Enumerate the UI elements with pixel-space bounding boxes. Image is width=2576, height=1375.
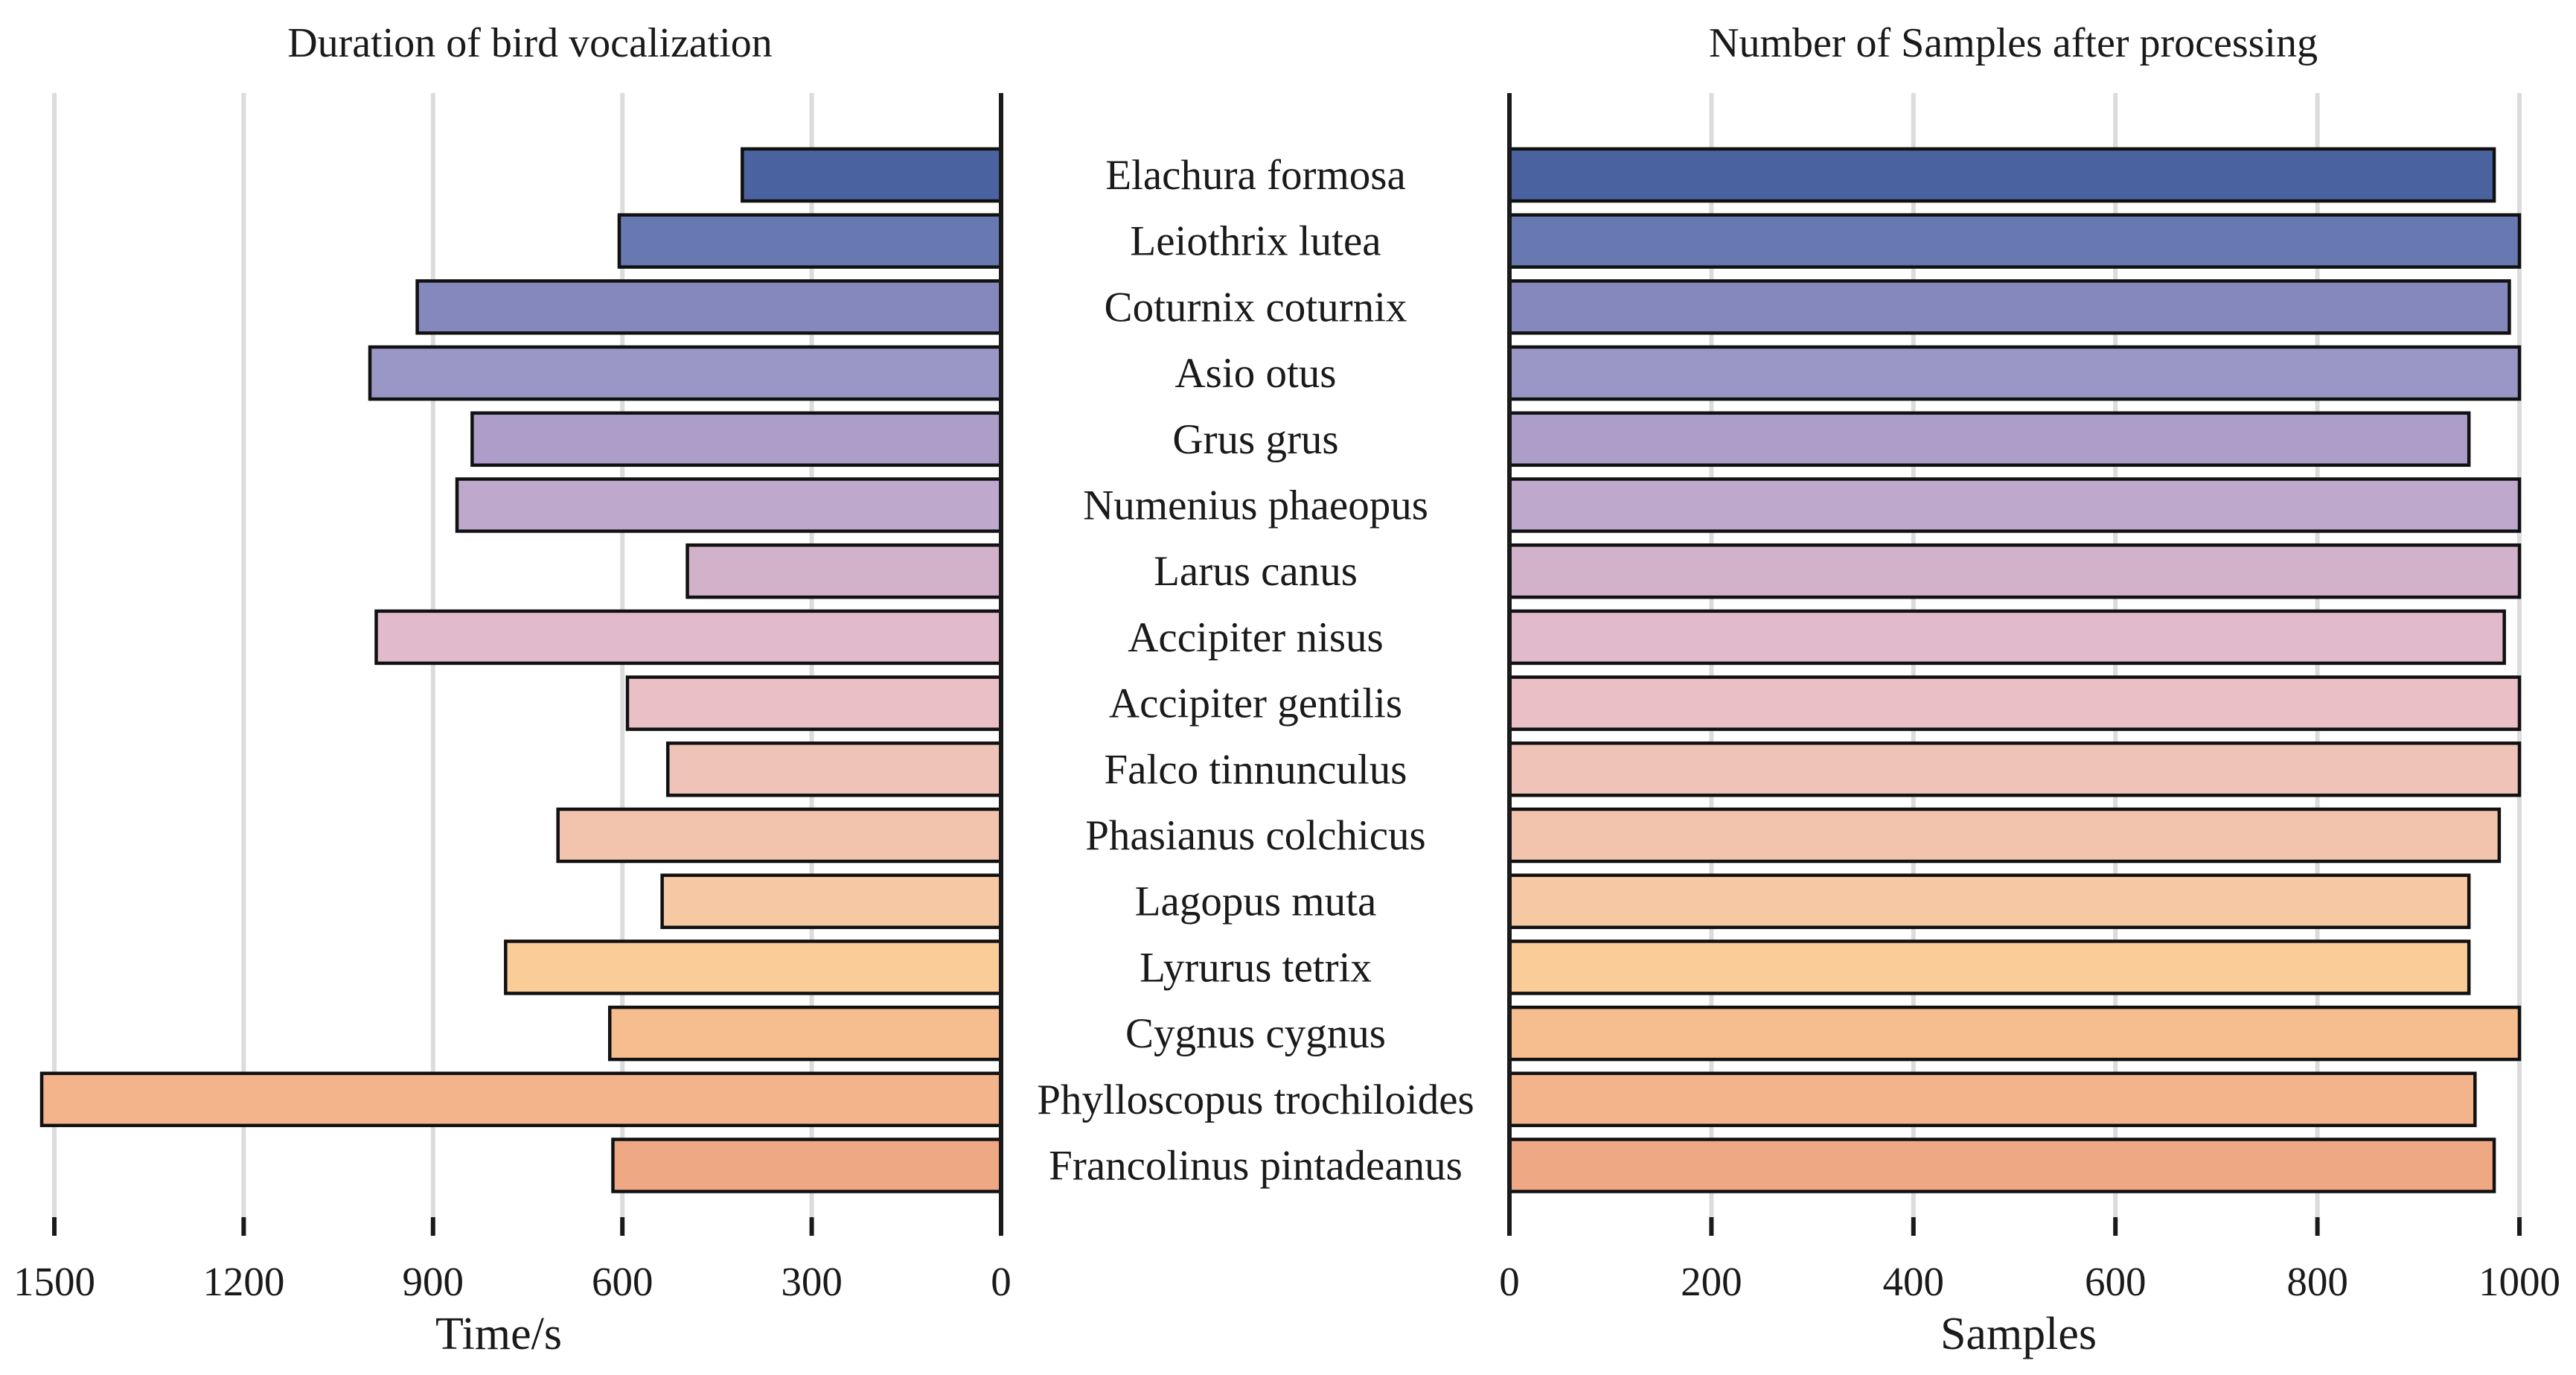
left-tick-label-0: 0: [991, 1259, 1011, 1304]
category-label-phasianus-colchicus: Phasianus colchicus: [1085, 812, 1426, 859]
right-bar-phasianus-colchicus: [1507, 807, 2502, 864]
right-bar-coturnix-coturnix: [1507, 279, 2511, 335]
right-x-axis: 0 200 400 600 800 1000: [1499, 93, 2560, 1304]
right-bar-lagopus-muta: [1507, 873, 2471, 929]
left-bar-larus-canus: [685, 543, 1003, 599]
right-bar-leiothrix-lutea: [1507, 213, 2522, 269]
right-bar-grus-grus: [1507, 411, 2471, 468]
category-label-francolinus-pintadeanus: Francolinus pintadeanus: [1049, 1143, 1463, 1190]
category-label-accipiter-nisus: Accipiter nisus: [1128, 614, 1384, 661]
left-bar-accipiter-nisus: [374, 609, 1003, 666]
right-bar-accipiter-gentilis: [1507, 675, 2522, 731]
right-bar-cygnus-cygnus: [1507, 1005, 2522, 1062]
category-labels: Elachura formosa Leiothrix lutea Coturnix …: [1037, 152, 1474, 1190]
right-bar-asio-otus: [1507, 345, 2522, 401]
left-bar-lyrurus-tetrix: [504, 939, 1003, 995]
category-label-accipiter-gentilis: Accipiter gentilis: [1109, 680, 1402, 727]
left-x-axis: 1500 1200 900 600 300 0: [13, 93, 1011, 1304]
left-x-axis-label: Time/s: [435, 1309, 562, 1359]
right-bar-elachura-formosa: [1507, 147, 2496, 203]
left-bar-asio-otus: [368, 345, 1003, 401]
left-bar-coturnix-coturnix: [415, 279, 1003, 335]
category-label-larus-canus: Larus canus: [1154, 548, 1358, 595]
right-tick-label-0: 0: [1499, 1259, 1520, 1304]
right-bar-numenius-phaeopus: [1507, 477, 2522, 533]
right-bar-accipiter-nisus: [1507, 609, 2506, 666]
category-label-lagopus-muta: Lagopus muta: [1135, 878, 1377, 925]
right-tick-label-600: 600: [2085, 1259, 2147, 1304]
right-tick-label-400: 400: [1883, 1259, 1945, 1304]
category-label-grus-grus: Grus grus: [1172, 416, 1338, 463]
left-bar-leiothrix-lutea: [617, 213, 1003, 269]
right-bars: [1507, 147, 2522, 1193]
left-chart-title: Duration of bird vocalization: [287, 20, 773, 66]
right-tick-label-1000: 1000: [2478, 1259, 2560, 1304]
right-bar-lyrurus-tetrix: [1507, 939, 2471, 995]
right-tick-label-800: 800: [2286, 1259, 2348, 1304]
category-label-falco-tinnunculus: Falco tinnunculus: [1105, 746, 1407, 793]
right-bar-falco-tinnunculus: [1507, 741, 2522, 797]
left-bars: [39, 147, 1003, 1193]
category-label-cygnus-cygnus: Cygnus cygnus: [1125, 1010, 1386, 1057]
right-bar-phylloscopus-trochiloides: [1507, 1071, 2477, 1128]
category-label-lyrurus-tetrix: Lyrurus tetrix: [1140, 944, 1372, 991]
left-bar-phasianus-colchicus: [556, 807, 1003, 864]
left-bar-lagopus-muta: [660, 873, 1003, 929]
left-tick-label-1500: 1500: [13, 1259, 95, 1304]
right-chart-title: Number of Samples after processing: [1709, 20, 2318, 66]
right-x-axis-label: Samples: [1940, 1309, 2097, 1359]
right-bar-francolinus-pintadeanus: [1507, 1138, 2496, 1193]
left-bar-accipiter-gentilis: [625, 675, 1003, 731]
left-tick-label-600: 600: [592, 1259, 653, 1304]
left-bar-elachura-formosa: [741, 147, 1003, 203]
right-bar-larus-canus: [1507, 543, 2522, 599]
category-label-elachura-formosa: Elachura formosa: [1105, 152, 1406, 199]
category-label-asio-otus: Asio otus: [1175, 350, 1337, 397]
left-bar-grus-grus: [470, 411, 1003, 468]
category-label-numenius-phaeopus: Numenius phaeopus: [1083, 482, 1428, 529]
right-tick-label-200: 200: [1681, 1259, 1742, 1304]
category-label-coturnix-coturnix: Coturnix coturnix: [1105, 284, 1407, 331]
left-tick-label-900: 900: [403, 1259, 464, 1304]
left-tick-label-1200: 1200: [202, 1259, 284, 1304]
left-bar-francolinus-pintadeanus: [611, 1138, 1003, 1193]
category-label-phylloscopus-trochiloides: Phylloscopus trochiloides: [1037, 1076, 1474, 1123]
left-bar-cygnus-cygnus: [607, 1005, 1003, 1062]
left-tick-label-300: 300: [781, 1259, 843, 1304]
left-bar-falco-tinnunculus: [666, 741, 1003, 797]
left-bar-phylloscopus-trochiloides: [39, 1071, 1003, 1128]
category-label-leiothrix-lutea: Leiothrix lutea: [1130, 218, 1381, 265]
left-bar-numenius-phaeopus: [455, 477, 1003, 533]
